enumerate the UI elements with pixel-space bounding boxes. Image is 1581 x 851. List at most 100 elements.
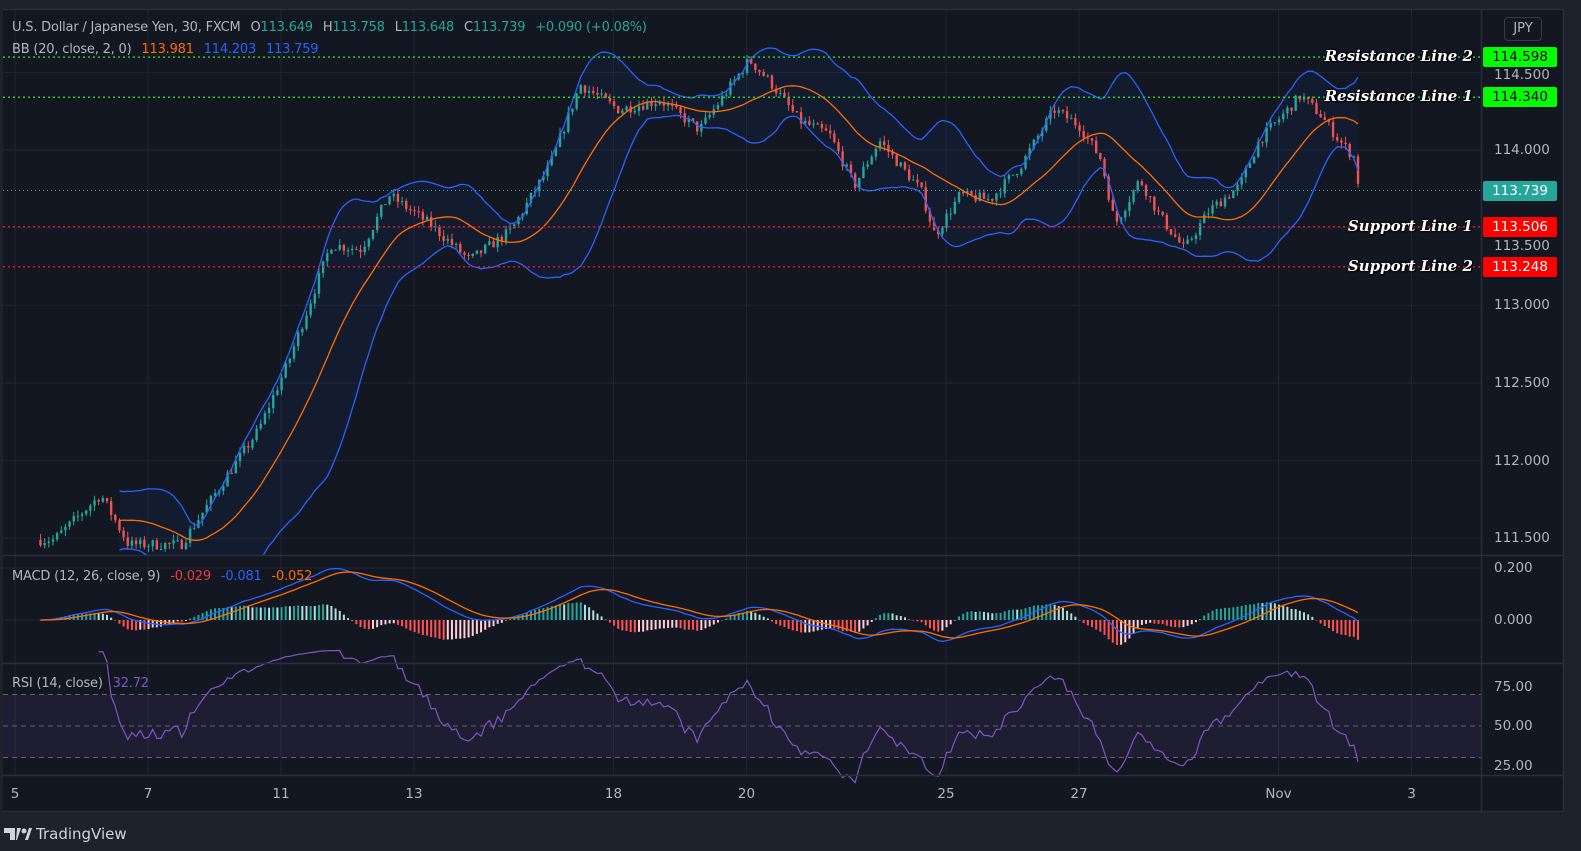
candle-body <box>612 101 616 106</box>
candle-body <box>1240 177 1243 185</box>
candle-body <box>966 190 969 194</box>
candle <box>1194 232 1198 244</box>
candle-body <box>799 112 803 124</box>
macd-histogram-bar <box>1207 613 1210 620</box>
candle <box>155 537 159 551</box>
macd-legend[interactable]: MACD (12, 26, close, 9) -0.029 -0.081 -0… <box>12 569 318 584</box>
macd-histogram-bar <box>1140 620 1143 625</box>
candle <box>920 182 923 189</box>
macd-histogram-bar <box>110 617 113 620</box>
macd-histogram-bar <box>588 607 591 620</box>
macd-histogram-bar <box>941 620 944 631</box>
macd-histogram-bar <box>222 607 225 620</box>
candle <box>151 539 154 552</box>
price-axis-label: 113.000 <box>1494 297 1550 314</box>
candle <box>1020 167 1023 177</box>
candle-body <box>1252 156 1256 164</box>
macd-histogram-bar <box>359 620 362 628</box>
macd-histogram-bar <box>184 620 187 621</box>
brand-name: TradingView <box>36 825 127 843</box>
candle <box>1153 196 1156 216</box>
macd-histogram-bar <box>924 620 927 626</box>
macd-histogram-bar <box>1070 613 1073 620</box>
candle-body <box>837 142 840 152</box>
candle <box>334 249 337 251</box>
resistance-line-label: Resistance Line 2 <box>1324 47 1473 66</box>
candle-body <box>143 539 146 548</box>
candle-body <box>849 164 853 174</box>
candle <box>442 230 445 246</box>
macd-histogram-bar <box>1211 610 1214 620</box>
macd-histogram-bar <box>251 607 254 620</box>
candle-body <box>184 542 188 549</box>
currency-button[interactable]: JPY <box>1504 17 1542 41</box>
macd-histogram-bar <box>1149 620 1152 623</box>
candle <box>1190 236 1193 242</box>
candle-body <box>151 540 154 547</box>
candle-body <box>999 193 1002 195</box>
candle-body <box>247 446 250 448</box>
candle-body <box>1257 141 1260 157</box>
candle <box>754 63 757 73</box>
candle <box>51 535 55 546</box>
rsi-pane[interactable] <box>3 649 1481 784</box>
candle-body <box>924 187 927 211</box>
candle-body <box>791 105 794 112</box>
candle <box>787 92 790 111</box>
macd-histogram-bar <box>1016 609 1019 620</box>
candle-body <box>1319 114 1322 118</box>
candle-body <box>284 363 287 378</box>
candle <box>1049 105 1052 125</box>
macd-histogram-bar <box>958 616 961 620</box>
candle <box>1182 238 1185 249</box>
candle <box>837 138 840 155</box>
candle-body <box>342 244 346 251</box>
candle <box>808 116 811 126</box>
candle-body <box>567 112 570 132</box>
macd-histogram-bar <box>899 616 902 620</box>
bb-upper-line <box>119 47 1359 526</box>
candle <box>1107 173 1110 203</box>
macd-histogram-bar <box>1099 620 1102 632</box>
candle-body <box>1086 137 1090 139</box>
candle-body <box>783 92 786 98</box>
macd-histogram-bar <box>1261 603 1264 620</box>
tradingview-logo[interactable]: TradingView <box>4 825 127 843</box>
candle <box>1040 127 1044 142</box>
candle <box>267 401 271 420</box>
current-price-label: 113.739 <box>1483 180 1557 201</box>
candle-body <box>504 229 508 242</box>
candle-body <box>961 192 965 194</box>
pane-separators <box>3 8 1565 813</box>
macd-histogram-bar <box>1103 620 1106 635</box>
change-value: +0.090 (+0.08%) <box>535 20 647 35</box>
macd-pane[interactable] <box>39 567 1360 646</box>
price-pane[interactable] <box>3 47 1481 573</box>
candle-body <box>1111 199 1115 211</box>
candle <box>704 112 707 125</box>
macd-label: MACD (12, 26, close, 9) <box>12 569 161 584</box>
candle <box>251 438 254 451</box>
candle-body <box>986 198 990 200</box>
candle-body <box>883 141 886 145</box>
time-axis-label: 3 <box>1407 786 1416 802</box>
candle-body <box>242 446 246 453</box>
candle <box>1028 143 1031 161</box>
macd-histogram-bar <box>704 620 707 629</box>
macd-histogram-bar <box>1232 607 1235 620</box>
low-number: 113.648 <box>401 20 455 35</box>
macd-histogram-bar <box>758 614 761 620</box>
candle-body <box>1149 196 1152 198</box>
rsi-legend[interactable]: RSI (14, close) 32.72 <box>12 676 155 691</box>
macd-histogram-bar <box>808 620 811 633</box>
macd-axis-label: 0.200 <box>1494 560 1533 576</box>
candle <box>438 224 441 241</box>
bb-legend[interactable]: BB (20, close, 2, 0) 113.981 114.203 113… <box>12 42 324 57</box>
macd-histogram-bar <box>683 620 686 630</box>
macd-histogram-bar <box>953 620 956 621</box>
macd-histogram-bar <box>176 620 179 622</box>
macd-histogram-bar <box>879 614 882 620</box>
candle-body <box>1323 117 1326 120</box>
macd-histogram-bar <box>280 607 283 620</box>
